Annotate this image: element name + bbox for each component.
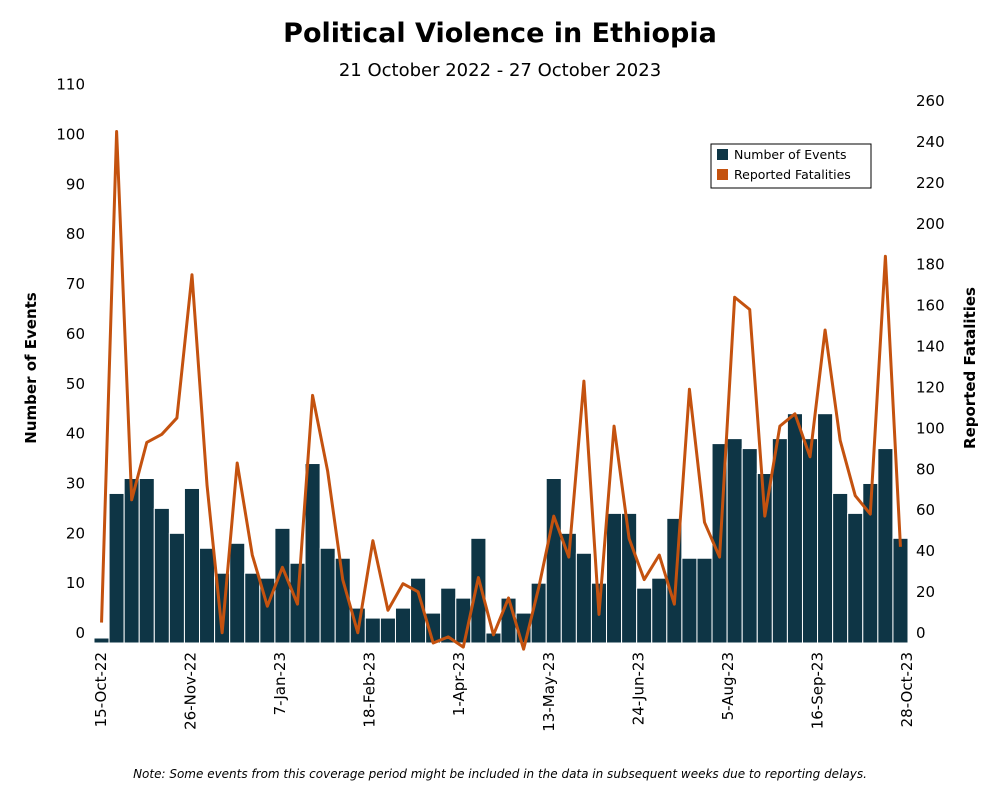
right-tick-label: 100 [916, 419, 945, 437]
left-tick-label: 0 [75, 624, 85, 642]
event-bar [138, 478, 155, 644]
legend-swatch-fatalities [717, 169, 728, 180]
event-bar [651, 577, 668, 644]
left-tick-label: 80 [66, 225, 85, 243]
right-tick-label: 60 [916, 501, 935, 519]
event-bar [244, 572, 261, 644]
event-bar [183, 487, 201, 644]
event-bar [304, 463, 321, 644]
x-tick-label: 1-Apr-23 [450, 652, 468, 716]
event-bar [726, 438, 743, 644]
x-tick-label: 5-Aug-23 [719, 652, 737, 720]
right-tick-label: 160 [916, 297, 945, 315]
legend-label-fatalities: Reported Fatalities [734, 167, 851, 182]
event-bar [575, 552, 592, 644]
event-bar [847, 512, 864, 644]
event-bar [394, 607, 412, 644]
event-bar [636, 587, 653, 644]
x-tick-label: 16-Sep-23 [808, 652, 826, 729]
left-tick-label: 100 [56, 126, 85, 144]
chart-legend: Number of Events Reported Fatalities [710, 143, 872, 189]
event-bar [199, 547, 216, 644]
left-tick-label: 30 [66, 474, 85, 492]
event-bar [877, 448, 894, 644]
x-tick-label: 13-May-23 [540, 652, 558, 732]
event-bar [832, 492, 849, 644]
left-tick-label: 10 [66, 574, 85, 592]
left-tick-label: 70 [66, 275, 85, 293]
event-bar [606, 512, 623, 644]
right-tick-label: 140 [916, 338, 945, 356]
right-axis-ticks: 0 20 40 60 80 100 120 140 160 180 200 220 240 260 [916, 92, 945, 642]
event-bar [334, 557, 351, 644]
left-tick-label: 40 [66, 425, 85, 443]
x-tick-label: 15-Oct-22 [92, 652, 110, 727]
event-bar [681, 557, 698, 644]
left-tick-label: 50 [66, 375, 85, 393]
x-tick-label: 7-Jan-23 [271, 652, 289, 715]
right-tick-label: 220 [916, 174, 945, 192]
left-axis-ticks: 0 10 20 30 40 50 60 70 80 90 100 110 [56, 76, 85, 642]
event-bar [771, 438, 788, 644]
event-bar [892, 537, 909, 644]
event-bar [364, 617, 381, 644]
right-tick-label: 80 [916, 460, 935, 478]
event-bar [153, 507, 170, 644]
left-tick-label: 20 [66, 524, 85, 542]
right-tick-label: 260 [916, 92, 945, 110]
event-bar [817, 413, 834, 644]
event-bar [274, 527, 291, 644]
chart-subtitle: 21 October 2022 - 27 October 2023 [338, 60, 662, 81]
event-bar [319, 547, 336, 644]
event-bar [696, 557, 713, 644]
event-bar [545, 478, 562, 644]
right-tick-label: 120 [916, 379, 945, 397]
y-axis-title: Number of Events [22, 292, 40, 443]
event-bar [229, 542, 246, 644]
legend-box [710, 143, 872, 189]
x-tick-label: 18-Feb-23 [361, 652, 379, 728]
left-tick-label: 110 [56, 76, 85, 94]
fatalities-line-layer [100, 130, 902, 651]
chart-title: Political Violence in Ethiopia [283, 18, 717, 49]
event-bar [168, 532, 185, 644]
x-tick-label: 24-Jun-23 [629, 652, 647, 725]
event-bar [379, 617, 396, 644]
x-axis-ticks: 15-Oct-22 26-Nov-22 7-Jan-23 18-Feb-23 1-Apr… [92, 652, 916, 732]
left-tick-label: 90 [66, 175, 85, 193]
events-bars [93, 413, 909, 644]
right-tick-label: 180 [916, 256, 945, 274]
event-bar [93, 637, 110, 644]
event-bar [123, 478, 140, 644]
chart-note: Note: Some events from this coverage per… [133, 767, 867, 781]
event-bar [410, 577, 427, 644]
event-bar [786, 413, 803, 644]
event-bar [440, 587, 457, 644]
x-tick-label: 28-Oct-23 [898, 652, 916, 727]
event-bar [108, 492, 125, 644]
right-tick-label: 0 [916, 624, 926, 642]
left-tick-label: 60 [66, 325, 85, 343]
right-tick-label: 20 [916, 583, 935, 601]
event-bar [741, 448, 758, 644]
fatalities-line [100, 130, 902, 651]
event-bar [470, 537, 487, 644]
legend-label-events: Number of Events [734, 147, 847, 162]
right-tick-label: 40 [916, 542, 935, 560]
right-tick-label: 200 [916, 215, 945, 233]
event-bar [801, 438, 819, 644]
x-tick-label: 26-Nov-22 [182, 652, 200, 730]
legend-swatch-events [717, 149, 728, 160]
right-tick-label: 240 [916, 133, 945, 151]
y2-axis-title: Reported Fatalities [961, 287, 979, 449]
